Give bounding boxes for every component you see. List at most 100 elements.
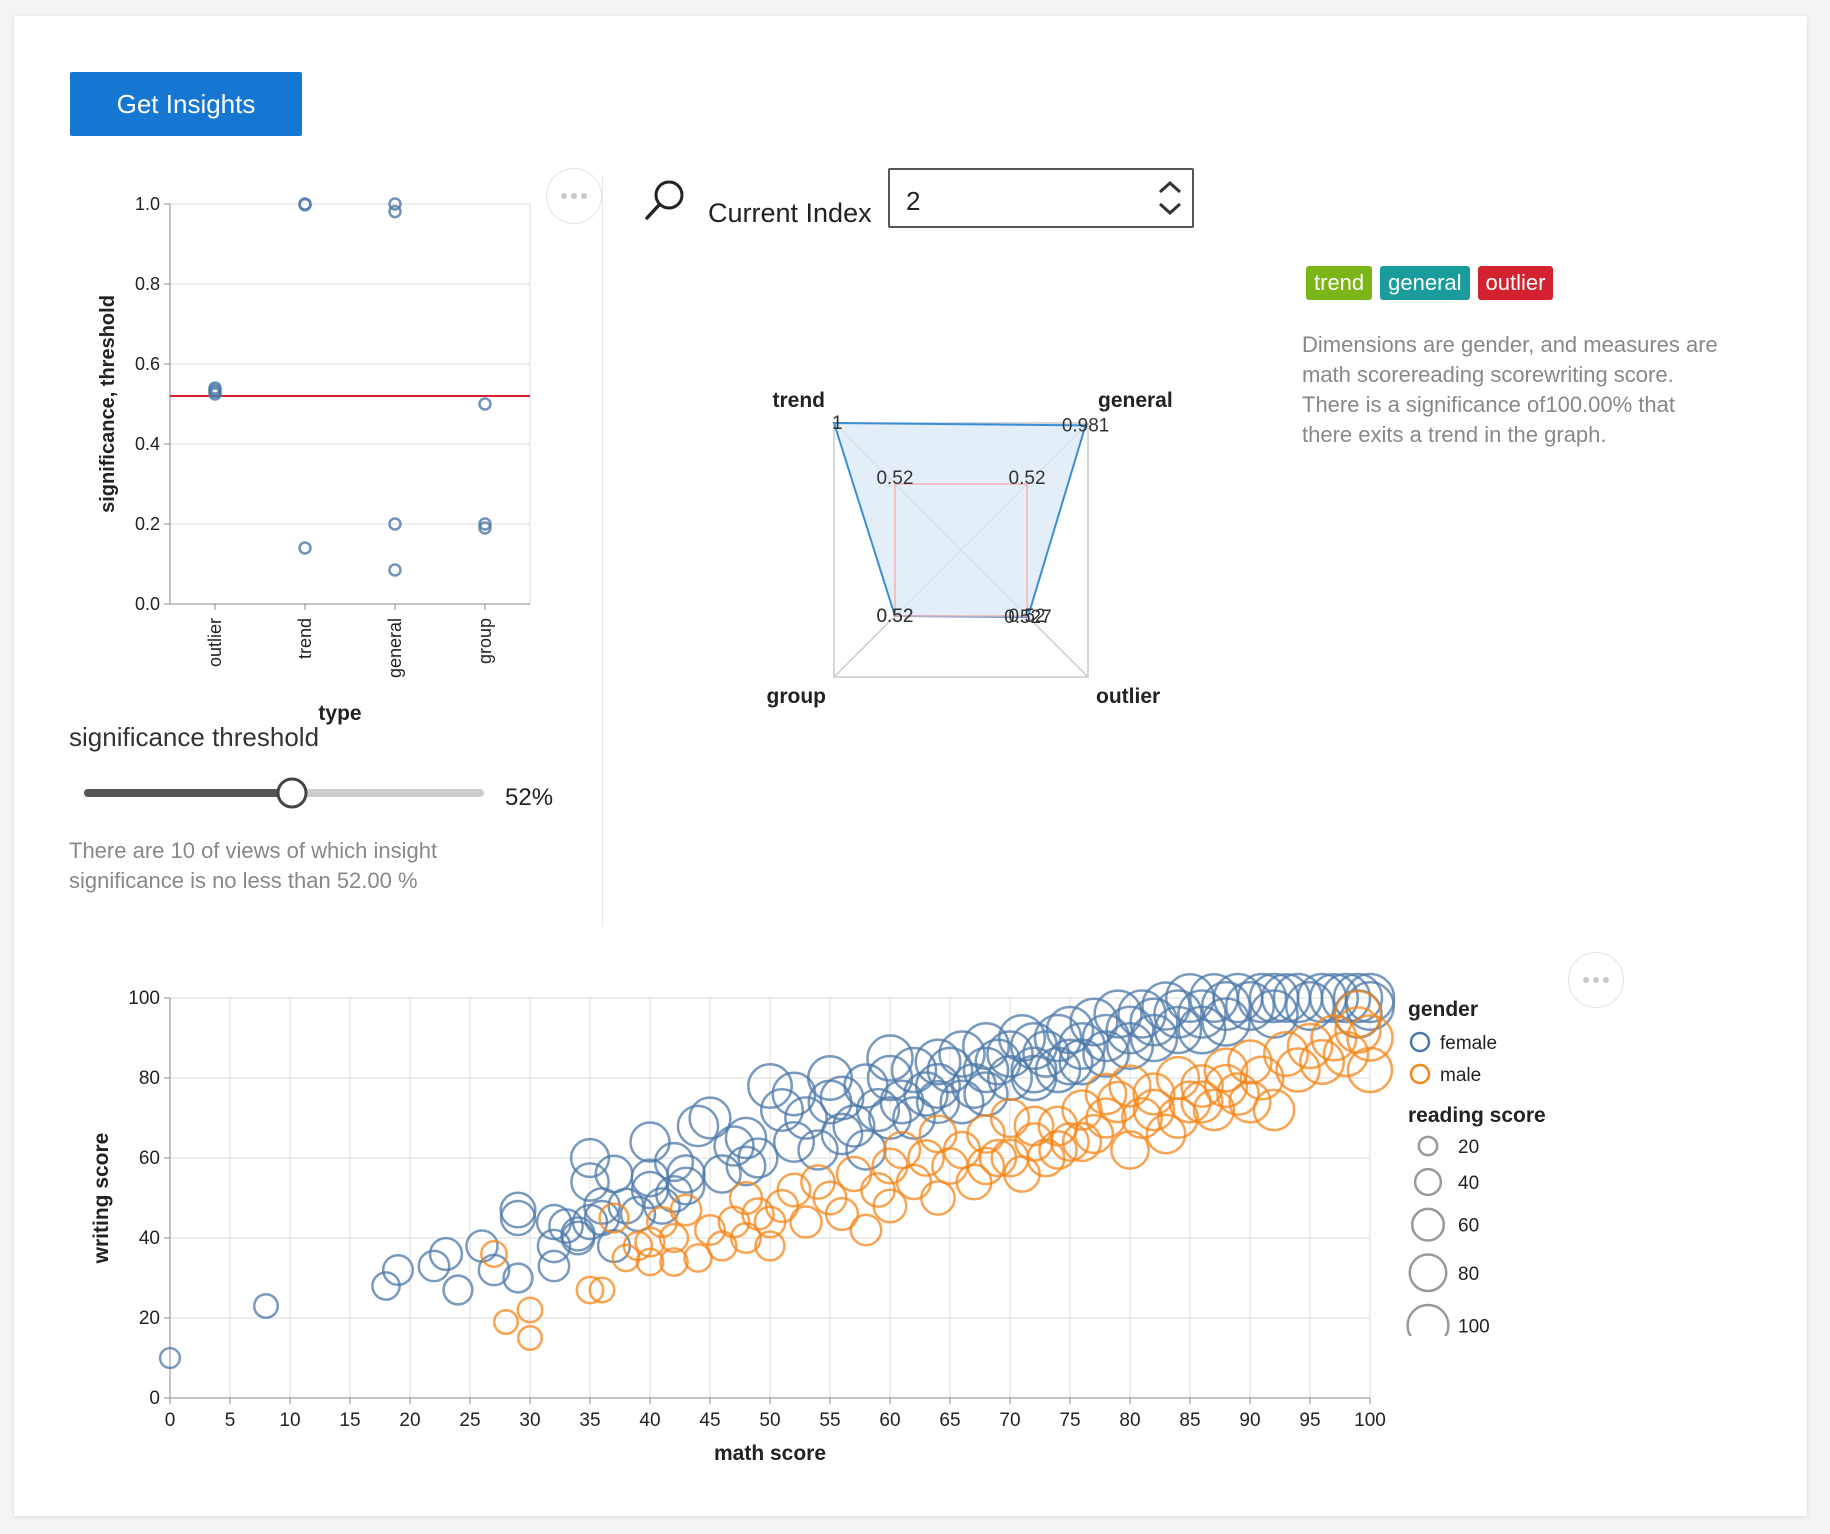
plot-frame — [169, 203, 531, 605]
male-point — [598, 1202, 630, 1234]
female-point — [502, 1262, 534, 1294]
female-point — [963, 1071, 1009, 1117]
significance-point — [388, 197, 402, 211]
y-tick-label: 80 — [139, 1068, 160, 1089]
radar-value-label: 0.52 — [876, 606, 913, 627]
male-point — [754, 1230, 786, 1262]
female-point — [725, 1145, 767, 1187]
female-point — [381, 1253, 415, 1287]
male-point — [1085, 1097, 1127, 1139]
radar-threshold-area — [894, 483, 1028, 617]
x-tick-label: group — [475, 618, 495, 664]
x-tick-label: 50 — [759, 1410, 780, 1431]
male-point — [1168, 1080, 1212, 1124]
female-point — [1344, 972, 1396, 1024]
male-point — [1145, 1113, 1187, 1155]
radar-axis-label: trend — [773, 389, 826, 412]
x-tick-label: 55 — [819, 1410, 840, 1431]
male-point — [588, 1276, 616, 1304]
male-point — [1180, 1064, 1224, 1108]
male-point — [1108, 1064, 1152, 1108]
more-dot-icon — [561, 193, 567, 199]
male-point — [575, 1275, 605, 1305]
x-tick-label: 45 — [699, 1410, 720, 1431]
x-tick-label: 85 — [1179, 1410, 1200, 1431]
female-point — [666, 1166, 706, 1206]
female-point — [1057, 1021, 1107, 1071]
x-tick-label: 65 — [939, 1410, 960, 1431]
male-point — [1203, 1047, 1249, 1093]
male-point — [882, 1130, 922, 1170]
female-point — [499, 1199, 537, 1237]
female-point — [820, 1112, 864, 1156]
legend-size-swatch — [1417, 1135, 1439, 1157]
male-point — [1110, 1130, 1150, 1170]
male-point — [693, 1213, 727, 1247]
male-point — [966, 1114, 1006, 1154]
x-tick-label: 40 — [639, 1410, 660, 1431]
more-dot-icon — [1603, 977, 1609, 983]
significance-point — [478, 397, 492, 411]
female-point — [986, 1030, 1034, 1078]
x-tick-label: 90 — [1239, 1410, 1260, 1431]
female-point — [1093, 989, 1143, 1039]
female-point — [772, 1120, 816, 1164]
female-point — [868, 1096, 912, 1140]
chart-more-button[interactable] — [546, 168, 602, 224]
y-tick-label: 40 — [139, 1228, 160, 1249]
slider-handle — [276, 777, 308, 809]
stepper-chevrons-icon[interactable] — [1154, 176, 1186, 220]
current-index-input[interactable]: 2 — [888, 168, 1194, 228]
female-point — [1344, 980, 1396, 1032]
x-tick-label: 70 — [999, 1410, 1020, 1431]
x-tick-label: 95 — [1299, 1410, 1320, 1431]
more-dot-icon — [581, 193, 587, 199]
female-point — [832, 1104, 876, 1148]
x-tick-label: 75 — [1059, 1410, 1080, 1431]
chart-more-button[interactable] — [1568, 952, 1624, 1008]
radar-threshold-label: 0.52 — [1009, 468, 1046, 489]
significance-point — [478, 521, 492, 535]
male-point — [907, 1139, 945, 1177]
male-point — [1263, 1031, 1309, 1077]
male-point — [1156, 1096, 1200, 1140]
significance-point — [388, 517, 402, 531]
female-point — [1201, 997, 1251, 1047]
y-axis-title: significance, threshold — [97, 295, 119, 513]
male-point — [920, 1180, 956, 1216]
female-point — [1177, 989, 1227, 1039]
significance-chart: 0.0 0.2 0.4 0.6 0.8 1.0 outlier trend general gro… — [97, 194, 531, 725]
get-insights-button[interactable]: Get Insights — [70, 72, 302, 136]
female-point — [536, 1228, 572, 1264]
female-point — [1010, 1054, 1058, 1102]
female-point — [938, 1030, 986, 1078]
male-point — [635, 1247, 665, 1277]
legend-size-swatch — [1410, 1207, 1446, 1242]
significance-slider[interactable] — [84, 768, 504, 818]
male-point — [1132, 1088, 1176, 1132]
current-index-value: 2 — [906, 186, 921, 216]
male-point — [516, 1324, 544, 1352]
female-point — [676, 1104, 720, 1148]
x-tick-label: 35 — [579, 1410, 600, 1431]
male-point — [1120, 1096, 1164, 1140]
female-point — [1034, 1046, 1082, 1094]
male-point — [835, 1155, 873, 1193]
male-point — [1050, 1122, 1090, 1162]
description-line-2: There is a significance of100.00% that t… — [1302, 392, 1676, 447]
legend-size-swatch — [1413, 1167, 1443, 1197]
chart-legend: gender female male reading score 20 40 60 80 100 — [1406, 998, 1546, 1336]
female-point — [569, 1137, 611, 1179]
more-dot-icon — [1583, 977, 1589, 983]
tag-trend: trend — [1306, 266, 1373, 300]
male-point — [1346, 1046, 1394, 1094]
male-point — [1275, 1047, 1321, 1093]
x-tick-label: 5 — [225, 1410, 236, 1431]
significance-point — [388, 563, 402, 577]
female-point — [1308, 972, 1360, 1024]
x-axis-title: type — [318, 702, 361, 725]
male-point — [1346, 1014, 1394, 1062]
female-point — [962, 1046, 1010, 1094]
male-point — [1333, 989, 1383, 1039]
radar-value-area — [832, 421, 1087, 618]
